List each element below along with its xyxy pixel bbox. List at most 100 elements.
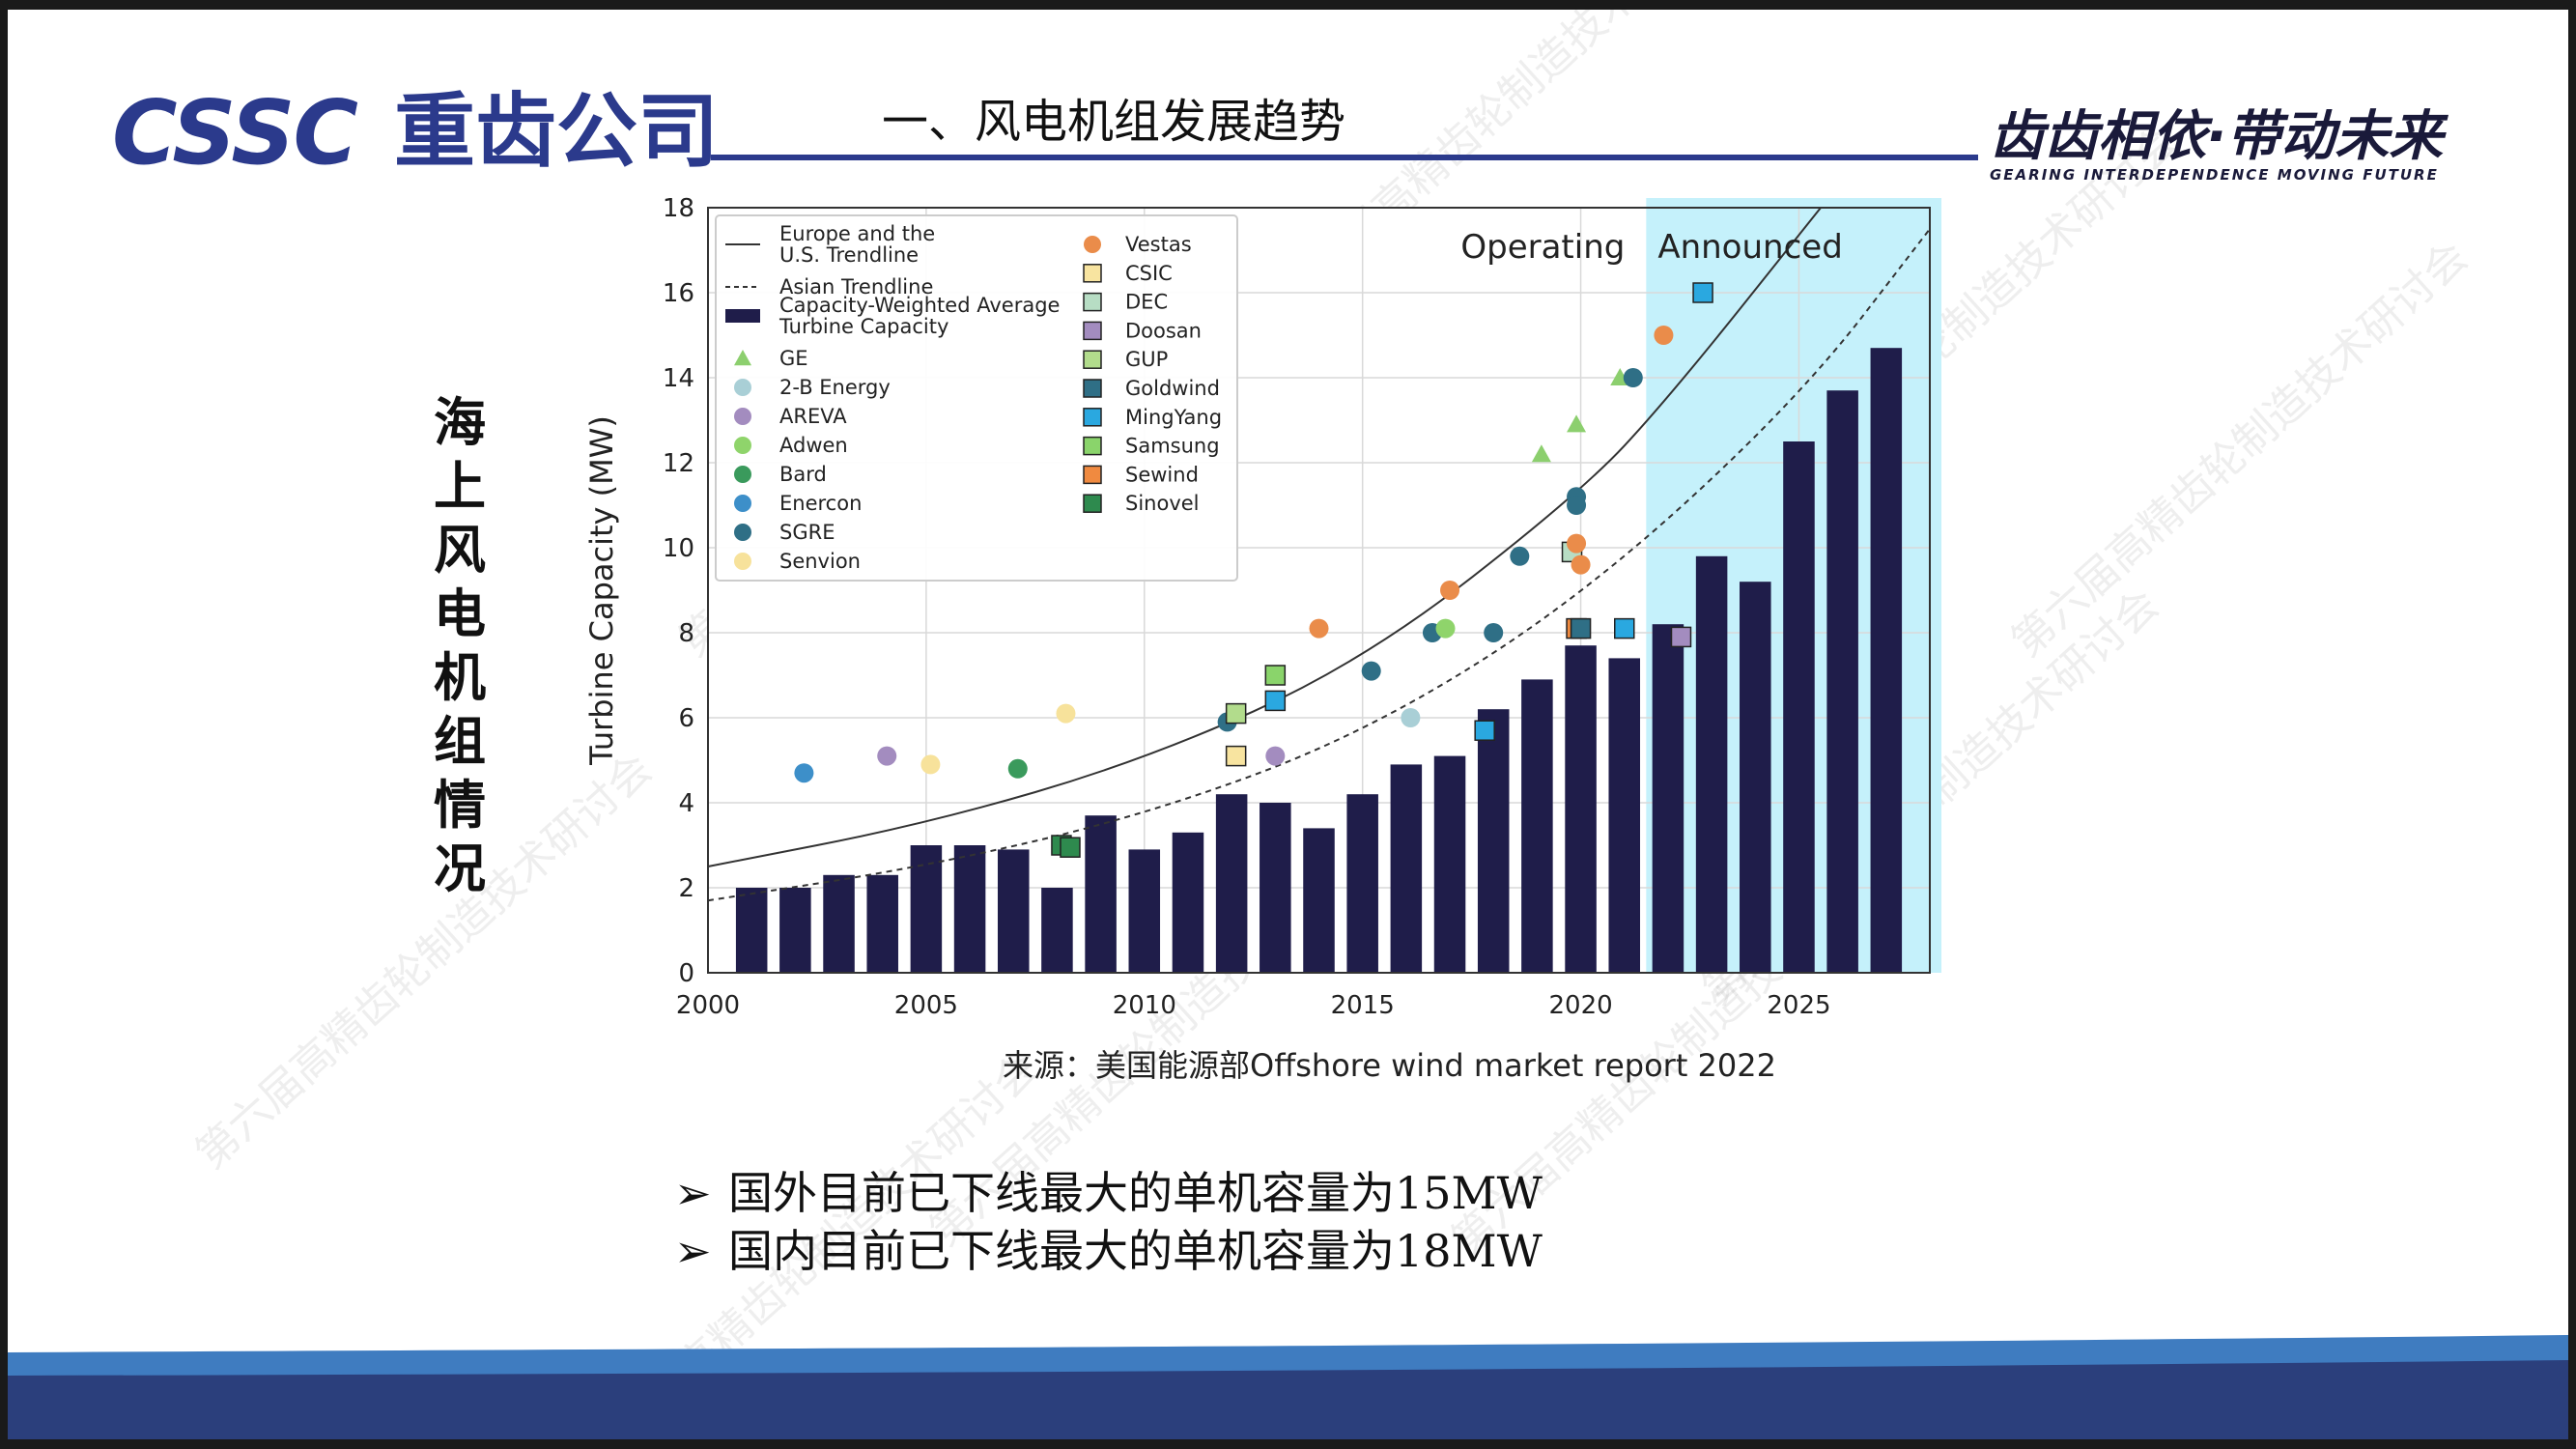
legend-label: SGRE xyxy=(779,521,835,544)
legend-marker-icon xyxy=(734,553,751,570)
turbine-point-gup xyxy=(1225,702,1247,724)
legend-marker-icon xyxy=(734,408,751,425)
turbine-point-vestas xyxy=(1654,326,1674,345)
side-title-char: 上 xyxy=(434,456,486,517)
legend-label: Bard xyxy=(779,463,827,486)
legend-label: Enercon xyxy=(779,492,862,515)
capacity-bar xyxy=(823,874,855,973)
capacity-bar xyxy=(1128,849,1161,973)
capacity-bar xyxy=(953,845,986,973)
asian-trendline xyxy=(707,228,1931,902)
capacity-bar xyxy=(1477,709,1510,973)
capacity-bar xyxy=(1740,582,1771,973)
footer-wave-band xyxy=(8,1335,2568,1439)
bullet-item: ➢ 国内目前已下线最大的单机容量为18MW xyxy=(674,1222,1543,1280)
plot-frame xyxy=(707,207,1931,974)
turbine-point-bard xyxy=(1007,758,1028,779)
legend-label: Samsung xyxy=(1125,435,1220,458)
capacity-bar xyxy=(1390,764,1423,973)
legend-marker-icon xyxy=(1083,465,1102,485)
turbine-point-ge xyxy=(1567,414,1587,433)
legend-marker-icon xyxy=(1083,379,1102,398)
capacity-bar xyxy=(1215,794,1248,973)
turbine-point-2-b-energy xyxy=(1401,708,1421,727)
legend-label: DEC xyxy=(1125,291,1168,314)
turbine-point-goldwind xyxy=(1570,617,1592,639)
capacity-bar xyxy=(1260,803,1291,973)
side-title-char: 海 xyxy=(434,392,486,453)
company-name-logo: 重齿公司 xyxy=(394,84,720,179)
side-title-char: 电 xyxy=(434,583,486,644)
y-tick-label: 4 xyxy=(678,789,694,818)
turbine-point-sgre xyxy=(1623,368,1643,387)
capacity-bar xyxy=(1783,441,1815,973)
turbine-point-sgre xyxy=(1567,496,1587,515)
slogan-english: GEARING INTERDEPENDENCE MOVING FUTURE xyxy=(1990,166,2439,184)
legend-label: GUP xyxy=(1125,348,1168,371)
legend-label: Senvion xyxy=(779,550,861,573)
turbine-point-vestas xyxy=(1309,618,1329,639)
slide-title: 一、风电机组发展趋势 xyxy=(882,95,1346,149)
y-tick-label: 12 xyxy=(663,449,694,478)
y-tick-label: 8 xyxy=(678,619,694,648)
turbine-point-mingyang xyxy=(1614,617,1635,639)
legend-label: Sinovel xyxy=(1125,492,1200,515)
x-tick-label: 2025 xyxy=(1767,991,1830,1020)
legend-marker-icon xyxy=(1084,236,1101,253)
side-title-char: 情 xyxy=(434,775,486,836)
capacity-bar xyxy=(1565,645,1597,973)
capacity-bar xyxy=(779,888,811,973)
vertical-section-title: 海 上 风 电 机 组 情 况 xyxy=(425,391,495,901)
arrow-bullet-icon: ➢ xyxy=(674,1167,712,1219)
turbine-point-areva xyxy=(877,746,897,766)
x-tick-label: 2005 xyxy=(894,991,958,1020)
capacity-bar xyxy=(1870,348,1903,973)
legend-label: CSIC xyxy=(1125,262,1173,285)
turbine-point-sgre xyxy=(1484,623,1504,642)
watermark-text: 第六届高精齿轮制造技术研讨会 xyxy=(2002,232,2477,668)
legend-bar-icon xyxy=(725,309,760,323)
capacity-bar xyxy=(1041,888,1073,973)
capacity-bar xyxy=(1085,815,1117,973)
y-tick-label: 16 xyxy=(663,279,694,308)
header-divider xyxy=(711,155,1978,160)
legend-label: Doosan xyxy=(1125,319,1202,342)
y-tick-label: 6 xyxy=(678,704,694,733)
legend-label: Capacity-Weighted Average xyxy=(779,294,1060,317)
y-tick-label: 2 xyxy=(678,874,694,903)
capacity-bar xyxy=(1433,755,1466,973)
x-tick-label: 2010 xyxy=(1113,991,1176,1020)
slide: 第六届高精齿轮制造技术研讨会 第六届高精齿轮制造技术研讨会 第六届高精齿轮制造技术研… xyxy=(8,10,2568,1439)
capacity-bar xyxy=(997,849,1030,973)
side-title-char: 机 xyxy=(434,647,486,708)
side-title-char: 风 xyxy=(434,520,486,581)
turbine-point-mingyang xyxy=(1474,720,1495,741)
legend-marker-icon xyxy=(734,495,751,512)
turbine-point-enercon xyxy=(794,763,814,783)
turbine-point-doosan xyxy=(1670,626,1692,648)
legend-label: Asian Trendline xyxy=(779,275,933,298)
turbine-point-vestas xyxy=(1571,554,1591,575)
y-tick-label: 18 xyxy=(663,194,694,223)
x-tick-label: 2000 xyxy=(676,991,740,1020)
legend-marker-icon xyxy=(734,524,751,541)
y-axis-label: Turbine Capacity (MW) xyxy=(583,415,620,766)
capacity-bar xyxy=(1346,794,1378,973)
legend-label: Adwen xyxy=(779,434,848,457)
legend-marker-icon xyxy=(1083,292,1102,312)
capacity-bar xyxy=(1695,555,1728,973)
bullet-text: 国外目前已下线最大的单机容量为15MW xyxy=(728,1167,1543,1219)
turbine-point-sgre xyxy=(1510,546,1530,566)
legend-label: MingYang xyxy=(1125,406,1222,429)
turbine-capacity-chart: 0 2 4 6 8 10 12 14 16 18 2000 2005 2010 2015 2020 2025 T… xyxy=(583,194,1941,1020)
legend-label: Turbine Capacity xyxy=(778,315,948,338)
capacity-bar xyxy=(1521,679,1553,973)
announced-label: Announced xyxy=(1657,228,1842,267)
source-note: 来源：美国能源部Offshore wind market report 2022 xyxy=(1003,1047,1776,1084)
bullet-text: 国内目前已下线最大的单机容量为18MW xyxy=(728,1225,1543,1277)
x-tick-label: 2015 xyxy=(1331,991,1395,1020)
turbine-point-adwen xyxy=(1435,618,1456,639)
side-title-char: 况 xyxy=(434,838,486,899)
y-tick-label: 0 xyxy=(678,959,694,988)
y-tick-label: 10 xyxy=(663,534,694,563)
